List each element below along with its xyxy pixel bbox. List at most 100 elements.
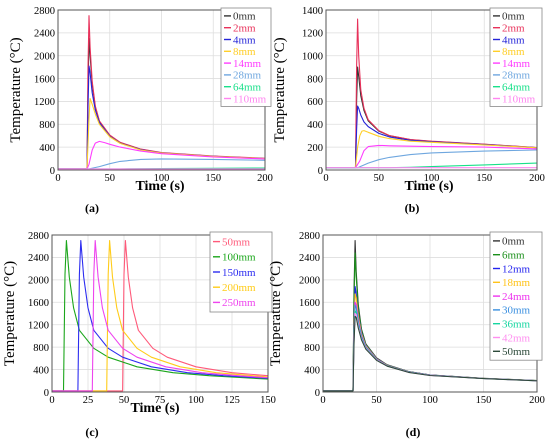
- legend-entry-150mm: 150mm: [222, 267, 256, 279]
- legend-entry-4mm: 4mm: [502, 34, 525, 46]
- legend-entry-28mm: 28mm: [233, 70, 262, 82]
- x-axis-label: Time (s): [404, 179, 453, 194]
- series-line-250mm: [52, 240, 269, 392]
- series-line-14mm: [326, 144, 538, 169]
- panel-label: (a): [85, 201, 99, 215]
- y-tick-label: 1600: [299, 298, 320, 309]
- x-tick-label: 50: [374, 173, 385, 184]
- series-line-28mm: [326, 149, 538, 169]
- legend-entry-2mm: 2mm: [502, 23, 525, 35]
- x-tick-label: 200: [529, 395, 545, 406]
- x-tick-label: 75: [155, 395, 166, 406]
- x-tick-label: 100: [424, 173, 440, 184]
- x-tick-label: 200: [529, 173, 545, 184]
- series-line-4mm: [326, 105, 538, 169]
- y-tick-label: 600: [307, 97, 323, 108]
- x-tick-label: 0: [49, 395, 54, 406]
- legend-entry-64mm: 64mm: [233, 82, 262, 94]
- y-tick-label: 200: [307, 143, 323, 154]
- y-tick-label: 1600: [28, 298, 49, 309]
- y-tick-label: 400: [307, 120, 323, 131]
- panel-label: (c): [85, 425, 98, 439]
- x-tick-label: 150: [476, 173, 492, 184]
- y-tick-label: 2000: [34, 52, 55, 63]
- y-axis-label: Temperature (°C): [2, 261, 18, 366]
- y-axis-label: Temperature (°C): [268, 261, 284, 366]
- y-tick-label: 400: [304, 365, 320, 376]
- y-tick-label: 800: [33, 343, 49, 354]
- plot-frame: [51, 234, 269, 393]
- series-line-8mm: [58, 98, 266, 170]
- series-line-2mm: [326, 18, 538, 169]
- x-tick-label: 25: [83, 395, 94, 406]
- legend-entry-110mm: 110mm: [502, 93, 536, 105]
- series-line-100mm: [52, 240, 269, 392]
- x-tick-label: 0: [55, 173, 60, 184]
- y-tick-label: 1400: [302, 6, 323, 17]
- x-tick-label: 50: [105, 173, 116, 184]
- x-tick-label: 200: [257, 173, 273, 184]
- y-tick-label: 0: [50, 166, 55, 177]
- legend-entry-200mm: 200mm: [222, 282, 256, 294]
- legend-entry-24mm: 24mm: [502, 291, 531, 303]
- x-tick-label: 50: [371, 395, 382, 406]
- y-tick-label: 2800: [299, 231, 320, 242]
- series-line-50mm: [52, 240, 269, 392]
- y-tick-label: 800: [304, 343, 320, 354]
- legend-entry-30mm: 30mm: [502, 305, 531, 317]
- x-tick-label: 100: [188, 395, 204, 406]
- y-axis-label: Temperature (°C): [272, 37, 288, 142]
- legend-entry-6mm: 6mm: [502, 250, 525, 262]
- legend-entry-8mm: 8mm: [502, 46, 525, 58]
- legend-entry-110mm: 110mm: [233, 93, 267, 105]
- legend-entry-50mm: 50mm: [222, 236, 251, 248]
- x-tick-label: 100: [422, 395, 438, 406]
- y-tick-label: 2400: [28, 253, 49, 264]
- y-tick-label: 2800: [28, 231, 49, 242]
- y-tick-label: 1600: [34, 74, 55, 85]
- y-tick-label: 400: [39, 143, 55, 154]
- legend-entry-12mm: 12mm: [502, 263, 531, 275]
- y-tick-label: 1200: [34, 97, 55, 108]
- legend-box: [209, 231, 273, 313]
- x-tick-label: 0: [320, 395, 325, 406]
- y-tick-label: 2400: [34, 29, 55, 40]
- x-tick-label: 100: [154, 173, 170, 184]
- legend-entry-0mm: 0mm: [233, 11, 256, 23]
- x-tick-label: 125: [224, 395, 240, 406]
- legend-entry-14mm: 14mm: [502, 58, 531, 70]
- series-line-50mm: [323, 315, 538, 392]
- legend-entry-0mm: 0mm: [502, 11, 525, 23]
- y-axis-label: Temperature (°C): [8, 37, 24, 142]
- legend-entry-100mm: 100mm: [222, 252, 256, 264]
- legend-entry-50mm: 50mm: [502, 346, 531, 358]
- y-tick-label: 400: [33, 365, 49, 376]
- legend-box: [220, 7, 272, 107]
- y-tick-label: 0: [44, 388, 49, 399]
- legend-entry-42mm: 42mm: [502, 332, 531, 344]
- y-tick-label: 1200: [299, 321, 320, 332]
- y-tick-label: 2000: [299, 276, 320, 287]
- legend-entry-18mm: 18mm: [502, 277, 531, 289]
- y-tick-label: 0: [315, 388, 320, 399]
- series-line-150mm: [52, 240, 269, 392]
- series-line-200mm: [52, 240, 269, 392]
- legend-entry-0mm: 0mm: [502, 236, 525, 248]
- y-tick-label: 1200: [302, 29, 323, 40]
- x-tick-label: 150: [205, 173, 221, 184]
- y-tick-label: 1200: [28, 321, 49, 332]
- x-tick-label: 50: [119, 395, 130, 406]
- x-axis-label: Time (s): [135, 179, 184, 194]
- panel-label: (d): [406, 425, 421, 439]
- legend-entry-36mm: 36mm: [502, 319, 531, 331]
- y-tick-label: 2800: [34, 6, 55, 17]
- x-tick-label: 150: [260, 395, 276, 406]
- legend-entry-14mm: 14mm: [233, 58, 262, 70]
- x-axis-label: Time (s): [130, 401, 179, 416]
- panel-label: (b): [405, 201, 420, 215]
- x-tick-label: 150: [476, 395, 492, 406]
- y-tick-label: 0: [318, 166, 323, 177]
- legend-box: [489, 7, 543, 107]
- legend-entry-4mm: 4mm: [233, 34, 256, 46]
- y-tick-label: 1000: [302, 52, 323, 63]
